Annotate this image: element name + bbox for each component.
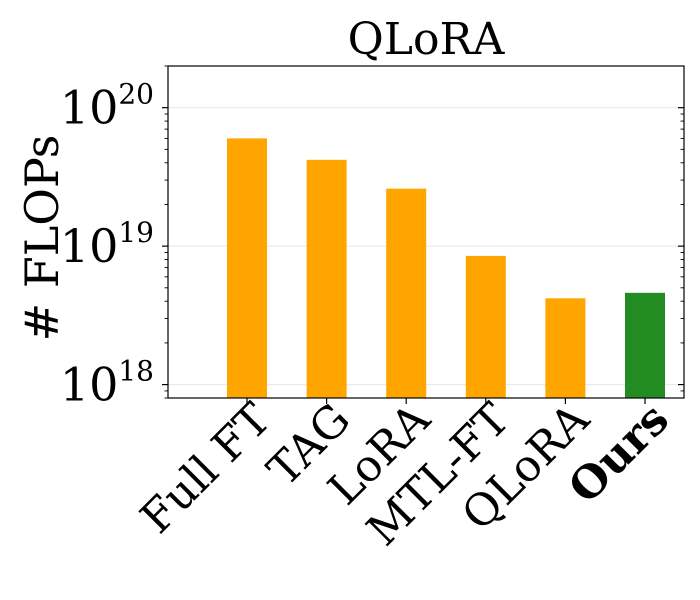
bars xyxy=(227,138,665,399)
minor-ticks xyxy=(164,65,684,399)
y-tick-label: 1018 xyxy=(60,355,154,412)
bar-full-ft xyxy=(227,138,267,399)
bar-mtl-ft xyxy=(465,255,506,398)
bar-lora xyxy=(386,188,427,398)
bar-qlora xyxy=(545,298,586,398)
bar-ours xyxy=(625,292,665,398)
y-tick-label: 1019 xyxy=(60,216,154,273)
bar-tag xyxy=(306,159,347,398)
y-axis-ticks: 1018 1019 1020 xyxy=(60,78,684,412)
y-tick-label: 1020 xyxy=(60,78,154,135)
x-tick-label: Full FT xyxy=(131,394,281,544)
y-axis-label: # FLOPs xyxy=(15,135,69,342)
plot-frame xyxy=(167,65,685,399)
chart-title: QLoRA xyxy=(348,14,506,65)
